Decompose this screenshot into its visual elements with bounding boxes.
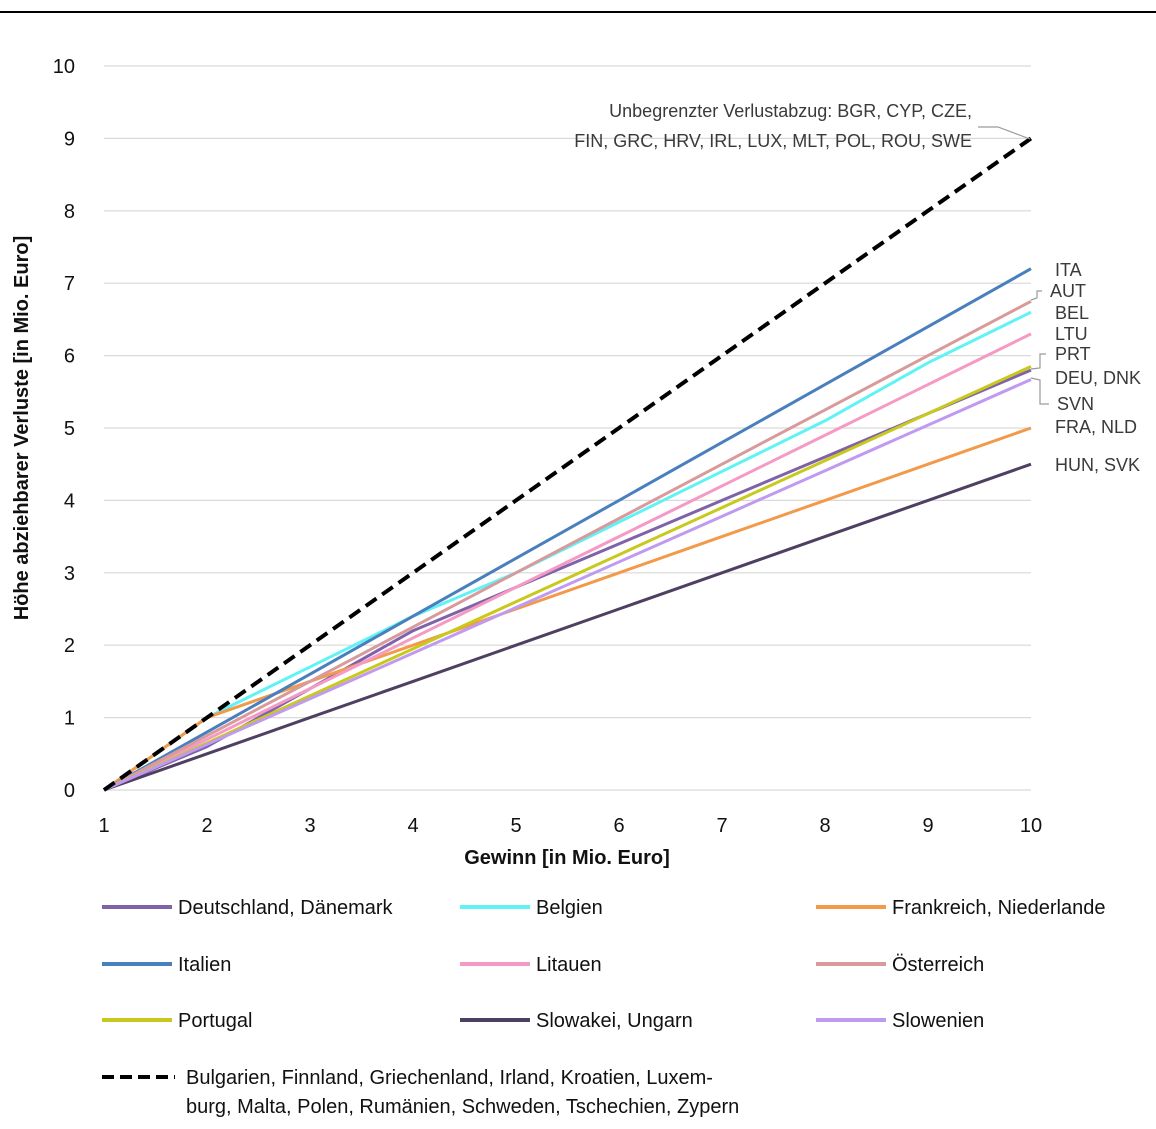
series-line-5 [103, 299, 1032, 792]
x-tick-labels: 1 2 3 4 5 6 7 8 9 10 [98, 815, 1042, 837]
legend-label-unlimited-line1: Bulgarien, Finnland, Griechenland, Irlan… [186, 1067, 713, 1089]
series-line-3 [103, 267, 1032, 792]
legend-label-slowenien: Slowenien [892, 1010, 984, 1032]
series-line-0 [103, 368, 1032, 792]
series-line-4 [103, 332, 1032, 792]
legend-label-litauen: Litauen [536, 954, 602, 976]
series-line-8 [103, 378, 1032, 792]
x-axis-title: Gewinn [in Mio. Euro] [464, 847, 670, 869]
series-line-1 [103, 310, 1032, 792]
x-tick-label: 5 [510, 815, 521, 837]
y-tick-label: 7 [64, 273, 75, 295]
annotation-ltu: LTU [1055, 324, 1088, 344]
annotation-prt: PRT [1055, 344, 1091, 364]
annotation-bel: BEL [1055, 303, 1089, 323]
x-tick-label: 10 [1020, 815, 1042, 837]
annotation-leader-svn [1030, 377, 1049, 405]
annotation-svn: SVN [1057, 394, 1094, 414]
annotation-ita: ITA [1055, 260, 1082, 280]
y-tick-label: 4 [64, 490, 75, 512]
series-lines [102, 136, 1033, 792]
y-tick-label: 9 [64, 128, 75, 150]
x-tick-label: 2 [201, 815, 212, 837]
legend-label-unlimited-line2: burg, Malta, Polen, Rumänien, Schweden, … [186, 1096, 739, 1118]
x-tick-label: 6 [613, 815, 624, 837]
annotation-deu-dnk: DEU, DNK [1055, 368, 1141, 388]
annotations: Unbegrenzter Verlustabzug: BGR, CYP, CZE… [574, 101, 1141, 475]
y-tick-labels: 0 1 2 3 4 5 6 7 8 9 10 [53, 56, 75, 802]
annotation-unlimited-line1: Unbegrenzter Verlustabzug: BGR, CYP, CZE… [609, 101, 972, 121]
annotation-leader-prt [1030, 353, 1046, 370]
annotation-fra-nld: FRA, NLD [1055, 417, 1137, 437]
annotation-aut: AUT [1050, 281, 1086, 301]
y-tick-label: 5 [64, 418, 75, 440]
x-tick-label: 3 [304, 815, 315, 837]
y-tick-label: 6 [64, 346, 75, 368]
x-tick-label: 8 [819, 815, 830, 837]
y-tick-label: 10 [53, 56, 75, 78]
legend-label-italien: Italien [178, 954, 231, 976]
legend: Deutschland, Dänemark Belgien Frankreich… [102, 897, 1105, 1118]
y-tick-label: 8 [64, 201, 75, 223]
annotation-unlimited-line2: FIN, GRC, HRV, IRL, LUX, MLT, POL, ROU, … [574, 131, 972, 151]
legend-label-oesterreich: Österreich [892, 954, 984, 976]
series-line-6 [103, 365, 1032, 792]
legend-label-slowakei-ungarn: Slowakei, Ungarn [536, 1010, 693, 1032]
legend-label-deutschland-daenemark: Deutschland, Dänemark [178, 897, 394, 919]
annotation-hun-svk: HUN, SVK [1055, 455, 1140, 475]
series-line-9 [102, 136, 1033, 792]
annotation-leader-unlimited [978, 126, 1031, 140]
y-axis-title: Höhe abziehbarer Verluste [in Mio. Euro] [11, 236, 33, 621]
y-tick-label: 3 [64, 563, 75, 585]
y-tick-label: 1 [64, 708, 75, 730]
x-tick-label: 9 [922, 815, 933, 837]
y-tick-label: 2 [64, 635, 75, 657]
legend-label-portugal: Portugal [178, 1010, 253, 1032]
y-tick-label: 0 [64, 780, 75, 802]
annotation-leader-aut [1030, 290, 1042, 301]
series-line-2 [103, 426, 1032, 792]
x-tick-label: 4 [407, 815, 418, 837]
series-line-7 [103, 462, 1032, 792]
legend-label-frankreich-niederlande: Frankreich, Niederlande [892, 897, 1105, 919]
legend-label-belgien: Belgien [536, 897, 603, 919]
x-tick-label: 1 [98, 815, 109, 837]
x-tick-label: 7 [716, 815, 727, 837]
